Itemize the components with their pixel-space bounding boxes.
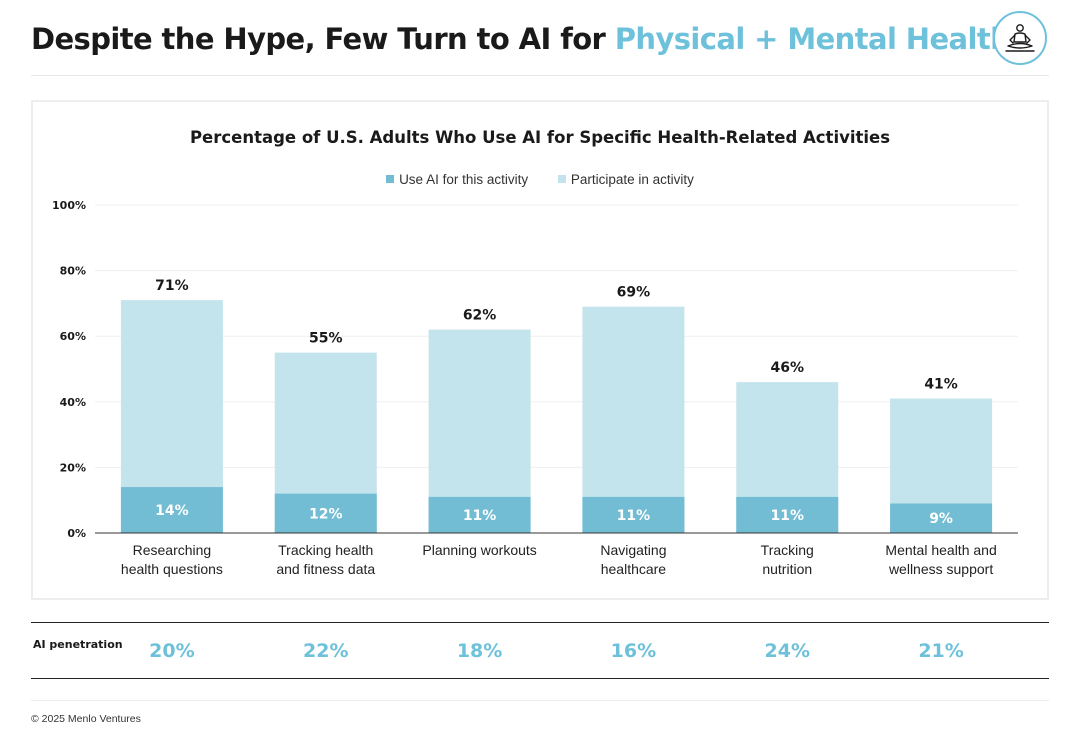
use-ai-value-label: 11% — [770, 508, 804, 524]
title-accent: Physical + Mental Health — [614, 22, 1011, 56]
penetration-label: AI penetration — [33, 638, 123, 651]
y-tick-label: 60% — [60, 330, 86, 343]
penetration-value: 22% — [303, 640, 349, 662]
meditation-figure-icon — [993, 11, 1047, 65]
legend-item-use-ai: Use AI for this activity — [386, 172, 528, 187]
use-ai-value-label: 14% — [155, 503, 189, 519]
legend-label-use-ai: Use AI for this activity — [399, 171, 529, 187]
legend-swatch-use-ai — [386, 175, 395, 183]
x-category-label: Researching — [133, 542, 212, 558]
use-ai-value-label: 9% — [929, 511, 953, 527]
use-ai-value-label: 11% — [463, 508, 497, 524]
bar-chart: 0% 20% 40% 60% 80% 100% 71% 14% Researching healt… — [52, 199, 1018, 577]
use-ai-bar — [428, 496, 531, 533]
header-divider — [31, 75, 1049, 76]
y-tick-label: 0% — [67, 527, 86, 540]
penetration-divider-bottom — [31, 678, 1049, 679]
footer-divider — [31, 700, 1049, 701]
penetration-value: 18% — [456, 640, 503, 662]
penetration-value: 16% — [610, 640, 657, 662]
participate-value-label: 41% — [924, 377, 958, 393]
x-category-label: Tracking — [761, 542, 814, 558]
chart-title: Percentage of U.S. Adults Who Use AI for… — [189, 128, 891, 147]
y-tick-label: 20% — [60, 461, 86, 474]
legend-item-participate: Participate in activity — [557, 171, 694, 187]
legend-swatch-participate — [557, 175, 566, 183]
x-category-label: wellness support — [888, 561, 993, 577]
x-category-label: Mental health and — [885, 542, 996, 558]
y-tick-label: 80% — [60, 265, 86, 278]
use-ai-value-label: 12% — [309, 506, 343, 522]
use-ai-bar — [890, 503, 993, 533]
y-tick-label: 100% — [52, 199, 86, 212]
title-main: Despite the Hype, Few Turn to AI for — [31, 22, 615, 56]
penetration-value: 20% — [149, 640, 195, 662]
participate-bar — [582, 306, 685, 533]
copyright-text: © 2025 Menlo Ventures — [31, 713, 141, 725]
participate-value-label: 71% — [155, 278, 189, 294]
x-category-label: healthcare — [601, 561, 667, 577]
participate-value-label: 69% — [617, 285, 651, 301]
use-ai-value-label: 11% — [617, 508, 651, 524]
x-category-label: Tracking health — [278, 542, 373, 558]
participate-value-label: 62% — [463, 308, 497, 324]
page-title: Despite the Hype, Few Turn to AI for Phy… — [31, 22, 1011, 56]
penetration-value: 21% — [918, 640, 964, 662]
participate-value-label: 55% — [309, 331, 343, 347]
x-category-label: and fitness data — [276, 561, 375, 577]
x-category-label: Planning workouts — [422, 542, 536, 558]
use-ai-bar — [120, 487, 223, 533]
use-ai-bar — [274, 493, 377, 533]
use-ai-bar — [582, 496, 685, 533]
penetration-divider-top — [31, 622, 1049, 623]
x-category-label: health questions — [121, 561, 223, 577]
chart-legend: Use AI for this activity Participate in … — [0, 171, 1080, 187]
x-category-label: Navigating — [600, 542, 666, 558]
use-ai-bar — [736, 496, 839, 533]
legend-label-participate: Participate in activity — [570, 171, 694, 187]
participate-value-label: 46% — [770, 360, 804, 376]
y-tick-label: 40% — [60, 396, 86, 409]
x-category-label: nutrition — [762, 561, 812, 577]
penetration-value: 24% — [764, 640, 810, 662]
